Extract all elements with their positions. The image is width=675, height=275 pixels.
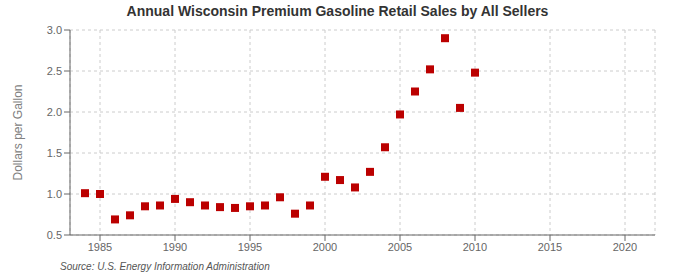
svg-text:1995: 1995 bbox=[238, 241, 262, 253]
svg-text:1990: 1990 bbox=[163, 241, 187, 253]
svg-text:2020: 2020 bbox=[613, 241, 637, 253]
svg-text:0.5: 0.5 bbox=[47, 229, 62, 241]
svg-text:1985: 1985 bbox=[88, 241, 112, 253]
html-text:Source: U.S. Energy Informatio: Source: U.S. Energy Information Administ… bbox=[60, 261, 270, 272]
svg-text:1.5: 1.5 bbox=[47, 147, 62, 159]
svg-text:3.0: 3.0 bbox=[47, 24, 62, 36]
html-text:Annual Wisconsin Premium Gasol: Annual Wisconsin Premium Gasoline Retail… bbox=[126, 3, 549, 19]
svg-text:2000: 2000 bbox=[313, 241, 337, 253]
svg-text:2005: 2005 bbox=[388, 241, 412, 253]
svg-text:2015: 2015 bbox=[538, 241, 562, 253]
svg-text:2.5: 2.5 bbox=[47, 65, 62, 77]
svg-text:2.0: 2.0 bbox=[47, 106, 62, 118]
svg-text:Dollars per Gallon: Dollars per Gallon bbox=[11, 84, 25, 180]
svg-text:1.0: 1.0 bbox=[47, 188, 62, 200]
svg-text:2010: 2010 bbox=[463, 241, 487, 253]
